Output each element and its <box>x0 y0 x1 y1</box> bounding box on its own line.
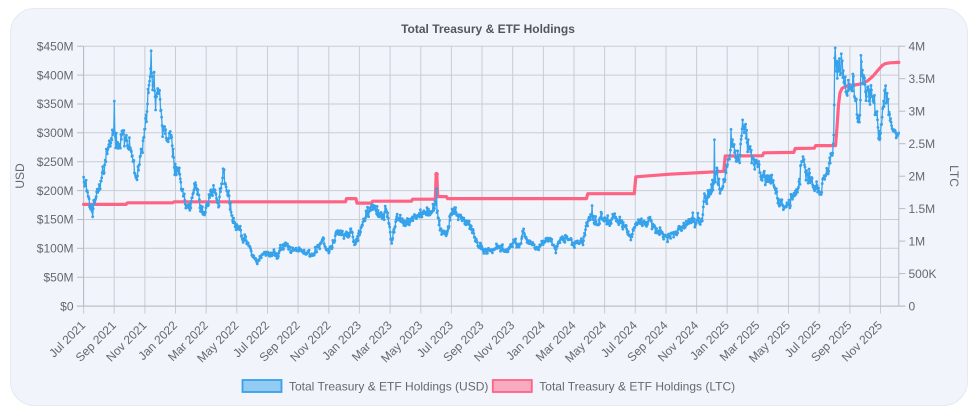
svg-text:$300M: $300M <box>37 126 74 140</box>
svg-text:1.5M: 1.5M <box>909 202 936 216</box>
svg-text:0: 0 <box>909 299 916 313</box>
svg-text:2.5M: 2.5M <box>909 137 936 151</box>
svg-text:$450M: $450M <box>37 39 74 53</box>
svg-text:4M: 4M <box>909 39 926 53</box>
svg-text:$100M: $100M <box>37 242 74 256</box>
svg-text:1M: 1M <box>909 234 926 248</box>
svg-text:500K: 500K <box>909 267 937 281</box>
svg-text:$350M: $350M <box>37 97 74 111</box>
svg-text:$400M: $400M <box>37 68 74 82</box>
svg-text:Total Treasury & ETF Holdings: Total Treasury & ETF Holdings (LTC) <box>539 380 735 394</box>
svg-text:Total Treasury & ETF Holdings: Total Treasury & ETF Holdings (USD) <box>289 380 488 394</box>
svg-text:LTC: LTC <box>947 165 961 187</box>
svg-text:$150M: $150M <box>37 213 74 227</box>
svg-text:$50M: $50M <box>43 270 73 284</box>
svg-text:$250M: $250M <box>37 155 74 169</box>
svg-text:3M: 3M <box>909 104 926 118</box>
svg-text:Total Treasury & ETF Holdings: Total Treasury & ETF Holdings <box>401 22 575 36</box>
svg-text:$0: $0 <box>60 299 74 313</box>
svg-text:3.5M: 3.5M <box>909 72 936 86</box>
svg-text:2M: 2M <box>909 169 926 183</box>
svg-text:USD: USD <box>13 163 27 189</box>
svg-text:$200M: $200M <box>37 184 74 198</box>
